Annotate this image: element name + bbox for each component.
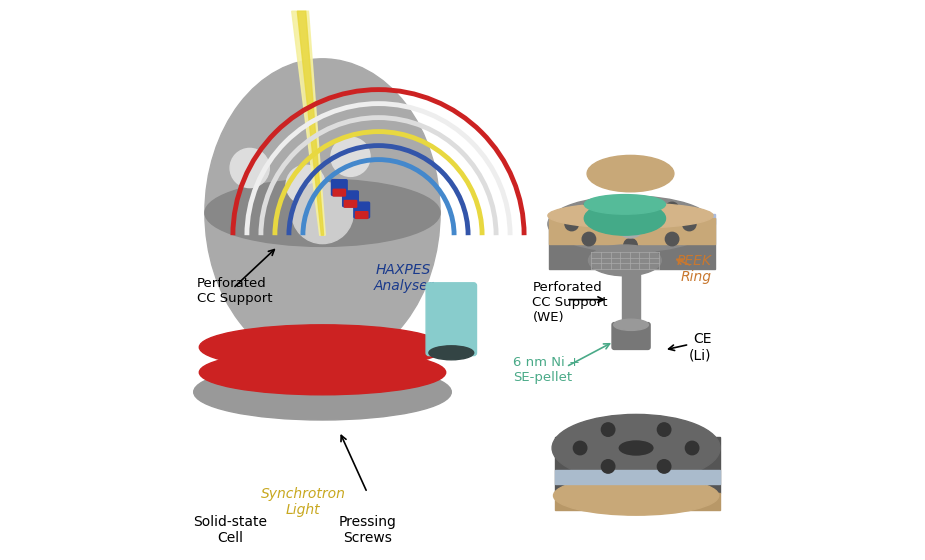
Ellipse shape bbox=[429, 346, 474, 360]
Ellipse shape bbox=[548, 196, 713, 252]
Circle shape bbox=[665, 232, 679, 246]
Ellipse shape bbox=[553, 476, 719, 515]
FancyBboxPatch shape bbox=[354, 202, 370, 218]
Circle shape bbox=[616, 210, 645, 238]
FancyBboxPatch shape bbox=[426, 283, 476, 356]
Circle shape bbox=[582, 202, 596, 216]
Circle shape bbox=[658, 423, 671, 436]
Circle shape bbox=[565, 217, 578, 231]
Circle shape bbox=[665, 202, 679, 216]
FancyBboxPatch shape bbox=[555, 493, 720, 510]
Polygon shape bbox=[297, 11, 324, 235]
Ellipse shape bbox=[548, 203, 713, 228]
Text: Perforated
CC Support: Perforated CC Support bbox=[196, 277, 272, 305]
Ellipse shape bbox=[620, 441, 653, 455]
Ellipse shape bbox=[587, 156, 674, 192]
Circle shape bbox=[623, 196, 637, 209]
Text: CE
(Li): CE (Li) bbox=[689, 332, 711, 362]
Circle shape bbox=[601, 460, 615, 473]
Circle shape bbox=[623, 239, 637, 252]
Circle shape bbox=[601, 423, 615, 436]
FancyBboxPatch shape bbox=[342, 191, 358, 207]
Ellipse shape bbox=[588, 245, 661, 276]
Ellipse shape bbox=[205, 59, 440, 367]
FancyBboxPatch shape bbox=[549, 214, 714, 224]
Text: Solid-state
Cell: Solid-state Cell bbox=[193, 515, 267, 545]
Ellipse shape bbox=[193, 364, 451, 420]
Circle shape bbox=[291, 182, 353, 244]
Circle shape bbox=[582, 232, 596, 246]
FancyBboxPatch shape bbox=[331, 180, 347, 195]
FancyBboxPatch shape bbox=[344, 200, 357, 207]
Ellipse shape bbox=[199, 325, 446, 370]
Ellipse shape bbox=[623, 263, 640, 269]
Ellipse shape bbox=[552, 414, 720, 482]
Ellipse shape bbox=[585, 202, 665, 235]
Ellipse shape bbox=[205, 179, 440, 246]
Circle shape bbox=[331, 137, 370, 176]
FancyBboxPatch shape bbox=[333, 189, 345, 196]
Ellipse shape bbox=[585, 195, 665, 214]
Text: Synchrotron
Light: Synchrotron Light bbox=[261, 487, 345, 517]
Circle shape bbox=[230, 148, 269, 188]
Text: 6 nm Ni +
SE-pellet: 6 nm Ni + SE-pellet bbox=[512, 356, 580, 384]
Circle shape bbox=[683, 217, 696, 231]
Circle shape bbox=[658, 460, 671, 473]
FancyBboxPatch shape bbox=[612, 323, 650, 349]
Text: PEEK
Ring: PEEK Ring bbox=[677, 254, 711, 284]
Text: Perforated
CC Support
(WE): Perforated CC Support (WE) bbox=[533, 281, 608, 324]
FancyBboxPatch shape bbox=[555, 470, 720, 484]
FancyBboxPatch shape bbox=[555, 437, 720, 493]
Circle shape bbox=[685, 441, 698, 455]
FancyBboxPatch shape bbox=[355, 212, 368, 218]
Text: Pressing
Screws: Pressing Screws bbox=[339, 515, 396, 545]
Ellipse shape bbox=[613, 319, 648, 330]
Text: HAXPES
Analyser: HAXPES Analyser bbox=[374, 263, 434, 293]
Polygon shape bbox=[291, 11, 326, 235]
FancyBboxPatch shape bbox=[549, 218, 714, 244]
FancyBboxPatch shape bbox=[549, 218, 714, 269]
Ellipse shape bbox=[199, 350, 446, 395]
Circle shape bbox=[574, 441, 586, 455]
FancyBboxPatch shape bbox=[623, 266, 640, 330]
Circle shape bbox=[286, 165, 326, 204]
